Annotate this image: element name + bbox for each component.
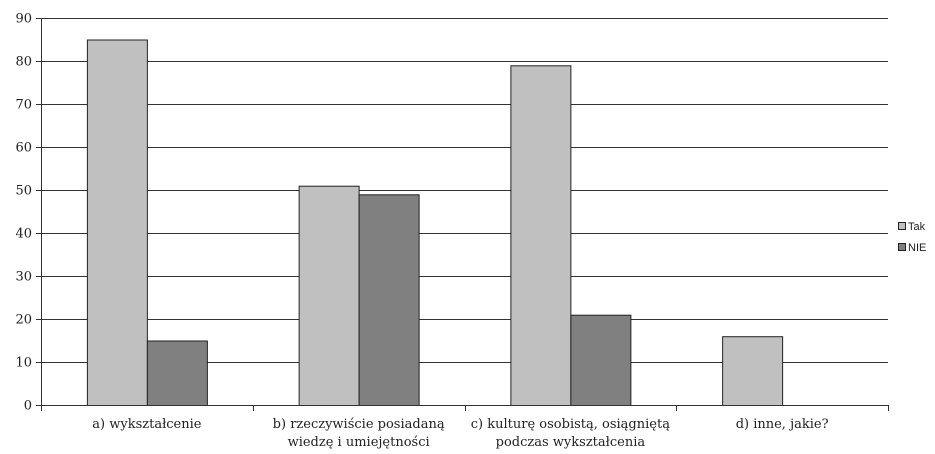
x-category-label: b) rzeczywiście posiadaną wiedzę i umieję…	[273, 417, 445, 450]
bar-nie-2	[570, 314, 632, 407]
bar-tak-0	[86, 39, 148, 406]
grid-lines	[41, 18, 888, 363]
y-tick-label: 60	[15, 141, 32, 156]
y-tick-label: 10	[15, 356, 32, 371]
bar-nie-1	[358, 194, 420, 406]
x-category-label: a) wykształcenie	[92, 417, 202, 432]
legend-label-nie: NIE	[908, 242, 926, 254]
axes: 0 10 20 30 40 50 60 70 80 90 a) wykształcenie b) rz…	[15, 12, 889, 450]
y-tick-label: 70	[15, 98, 32, 113]
y-tick-label: 50	[15, 184, 32, 199]
legend-swatch-nie	[898, 243, 906, 251]
bar-tak-1	[298, 185, 360, 406]
y-tick-label: 80	[15, 55, 32, 70]
x-category-label: d) inne, jakie?	[736, 417, 829, 432]
y-tick-label: 30	[15, 270, 32, 285]
bar-tak-2	[510, 65, 572, 407]
y-tick-label: 90	[15, 12, 32, 27]
bar-nie-0	[146, 340, 208, 406]
legend-label-tak: Tak	[908, 221, 926, 233]
y-tick-label: 20	[15, 313, 32, 328]
legend: Tak NIE	[898, 221, 926, 254]
legend-swatch-tak	[898, 222, 906, 230]
bar-tak-3	[722, 336, 784, 407]
bars	[86, 39, 784, 407]
y-tick-label: 0	[24, 399, 32, 414]
y-tick-label: 40	[15, 227, 32, 242]
x-category-label: c) kulturę osobistą, osiągniętą podczas w…	[471, 417, 670, 450]
